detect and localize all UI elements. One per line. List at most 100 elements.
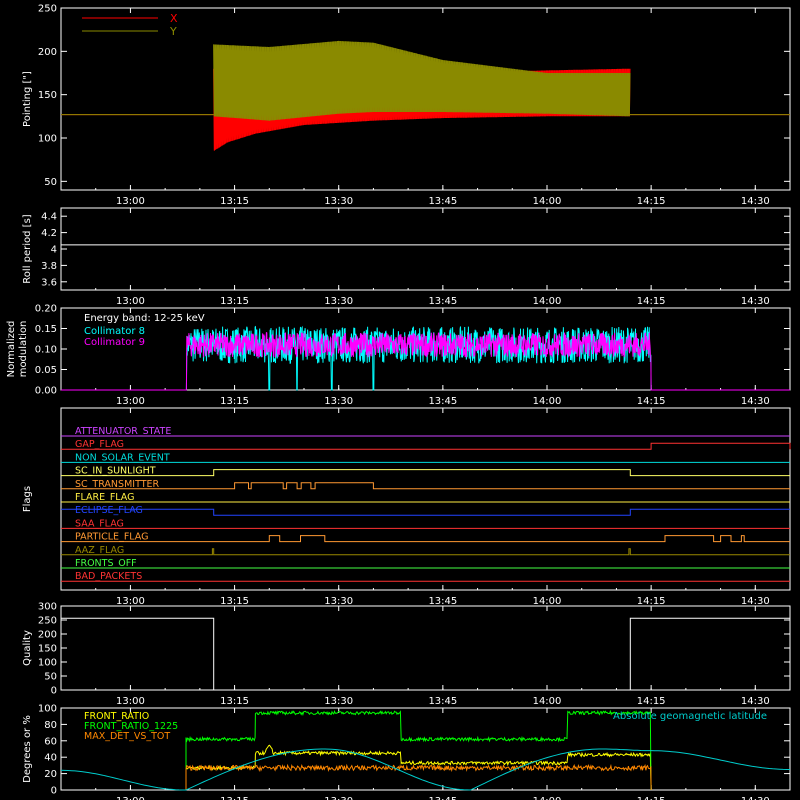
x-tick-label: 14:15 [637,796,666,800]
y-tick-label: 50 [44,672,57,683]
flag-label: ATTENUATOR_STATE [75,426,171,437]
x-tick-label: 14:00 [533,796,562,800]
flag-line-particle-flag [61,535,790,543]
flag-label: AAZ_FLAG [75,545,124,556]
x-tick-label: 13:15 [220,696,249,707]
y-axis-label: Flags [22,486,33,512]
x-tick-label: 13:15 [220,396,249,407]
x-tick-label: 13:45 [428,796,457,800]
y-tick-label: 100 [38,658,57,669]
y-tick-label: 250 [38,616,57,627]
x-tick-label: 13:00 [116,396,145,407]
x-tick-label: 13:30 [324,696,353,707]
x-tick-label: 14:00 [533,696,562,707]
x-tick-label: 14:30 [741,396,770,407]
x-tick-label: 13:30 [324,296,353,307]
y-tick-label: 0.20 [35,304,57,315]
y-axis-label: Quality [22,630,33,666]
y-axis-label: Normalizedmodulation [6,321,29,378]
y-tick-label: 80 [44,720,57,731]
y-axis-label: Roll period [s] [22,214,33,283]
x-tick-label: 13:30 [324,796,353,800]
flag-label: GAP_FLAG [75,439,124,450]
x-tick-label: 14:30 [741,196,770,207]
x-tick-label: 13:00 [116,796,145,800]
flag-label: BAD_PACKETS [75,571,142,582]
panel-pointing: 13:00 13:15 13:30 13:45 14:00 14:15 14:30 50 100… [22,4,791,207]
x-tick-label: 13:45 [428,396,457,407]
y-tick-label: 4 [51,245,57,256]
y-axis-label: Degrees or % [22,715,33,783]
y-tick-label: 100 [38,704,57,715]
x-tick-label: 13:45 [428,196,457,207]
y-tick-label: 3.8 [41,261,57,272]
plot-frame-ratios [60,707,791,791]
y-tick-label: 0.05 [35,365,57,376]
legend-label: Collimator 8 [84,326,145,337]
x-tick-label: 14:00 [533,396,562,407]
y-tick-label: 0.10 [35,345,57,356]
y-axis-label: Pointing ["] [22,71,33,127]
x-tick-label: 14:00 [533,296,562,307]
y-tick-label: 300 [38,602,57,613]
legend-label: FRONT_RATIO [84,711,149,722]
y-tick-label: 60 [44,736,57,747]
panel-roll: 13:00 13:15 13:30 13:45 14:00 14:15 14:30 3.6 3.… [22,207,791,307]
plot-frame-pointing [60,7,791,191]
x-tick-label: 13:30 [324,196,353,207]
flag-line-eclipse-flag [61,508,790,516]
y-tick-label: 150 [38,90,57,101]
y-tick-label: 150 [38,644,57,655]
flag-label: ECLIPSE_FLAG [75,505,143,516]
series-y [213,40,631,121]
series-front-ratio [185,744,652,791]
flag-label: FLARE_FLAG [75,492,135,503]
y-tick-label: 40 [44,753,57,764]
flag-line-sc-in-sunlight [61,469,790,477]
series-line [61,617,790,691]
x-tick-label: 13:00 [116,296,145,307]
y-tick-label: 100 [38,134,57,145]
x-tick-label: 13:15 [220,196,249,207]
flag-label: NON_SOLAR_EVENT [75,452,170,463]
x-tick-label: 14:15 [637,596,666,607]
x-tick-label: 13:45 [428,696,457,707]
y-tick-label: 4.4 [41,212,57,223]
series-front-ratio-1225 [185,709,652,791]
y-tick-label: 0.15 [35,324,57,335]
legend-label: MAX_DET_VS_TOT [84,731,170,742]
y-tick-label: 4.2 [41,228,57,239]
y-tick-label: 0.00 [35,386,57,397]
flag-label: SC_TRANSMITTER [75,479,160,490]
y-tick-label: 20 [44,769,57,780]
x-tick-label: 14:00 [533,596,562,607]
y-tick-label: 0 [51,686,57,697]
panel-ratios: 13:00 13:15 13:30 13:45 14:00 14:15 14:30 0 20 40… [22,704,791,800]
x-tick-label: 13:15 [220,596,249,607]
y-tick-label: 0 [51,786,57,797]
legend-label: Collimator 9 [84,337,145,348]
panel-modulation: 13:00 13:15 13:30 13:45 14:00 14:15 14:30 0.00 0… [6,304,791,407]
x-tick-label: 13:45 [428,596,457,607]
y-tick-label: 3.6 [41,277,57,288]
flag-label: PARTICLE_FLAG [75,532,148,543]
flag-label: FRONTS_OFF [75,558,137,569]
series-geomagnetic-latitude [60,748,790,791]
x-tick-label: 13:30 [324,596,353,607]
y-tick-label: 200 [38,47,57,58]
x-tick-label: 14:30 [741,796,770,800]
x-tick-label: 13:00 [116,696,145,707]
legend-label: FRONT_RATIO_1225 [84,721,178,732]
x-tick-label: 14:30 [741,296,770,307]
x-tick-label: 13:30 [324,396,353,407]
panel-flags: 13:00 13:15 13:30 13:45 14:00 14:15 14:30 Flags… [22,407,791,607]
plot-frame-flags [60,407,791,591]
x-tick-label: 13:45 [428,296,457,307]
series-max-det-vs-tot [185,763,652,791]
x-tick-label: 14:00 [533,196,562,207]
x-tick-label: 13:15 [220,796,249,800]
flag-label: SAA_FLAG [75,518,124,529]
flag-line-sc-transmitter [61,482,790,490]
series-collimator-9 [61,331,790,391]
